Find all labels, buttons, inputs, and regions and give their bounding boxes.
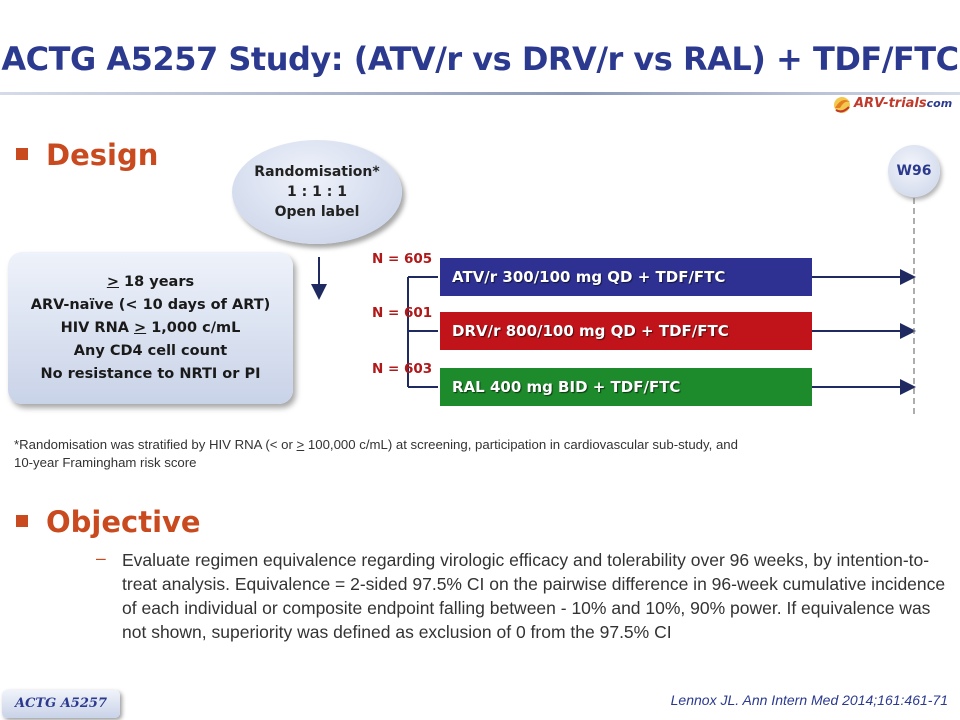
design-heading: Design xyxy=(16,138,158,172)
logo-text: ARV-trialscom xyxy=(854,96,953,111)
arm-box-drv: DRV/r 800/100 mg QD + TDF/FTC xyxy=(440,312,812,350)
study-tag: ACTG A5257 xyxy=(2,690,120,718)
eligibility-criteria-box: > 18 years ARV-naïve (< 10 days of ART) … xyxy=(8,252,293,404)
randomisation-oval: Randomisation* 1 : 1 : 1 Open label xyxy=(232,140,402,244)
arm-n-drv: N = 601 xyxy=(372,305,433,321)
criteria-cd4: Any CD4 cell count xyxy=(73,342,228,359)
criteria-arv-naive: ARV-naïve (< 10 days of ART) xyxy=(30,296,271,313)
randomisation-footnote: *Randomisation was stratified by HIV RNA… xyxy=(14,437,738,470)
criteria-resistance: No resistance to NRTI or PI xyxy=(40,365,261,382)
reference-citation: Lennox JL. Ann Intern Med 2014;161:461-7… xyxy=(670,692,948,708)
objective-dash: – xyxy=(96,548,106,568)
objective-heading: Objective xyxy=(16,505,201,539)
title-divider xyxy=(0,92,960,95)
randomisation-ratio: 1 : 1 : 1 xyxy=(287,184,347,200)
criteria-age: > 18 years xyxy=(106,273,195,290)
randomisation-design: Open label xyxy=(274,204,360,220)
arm-n-ral: N = 603 xyxy=(372,361,433,377)
arm-n-atv: N = 605 xyxy=(372,251,433,267)
criteria-hiv-rna: HIV RNA > 1,000 c/mL xyxy=(60,319,241,336)
randomisation-label: Randomisation* xyxy=(254,164,380,180)
slide-title: ACTG A5257 Study: (ATV/r vs DRV/r vs RAL… xyxy=(1,40,959,78)
arm-box-ral: RAL 400 mg BID + TDF/FTC xyxy=(440,368,812,406)
arv-trials-logo: ARV-trialscom xyxy=(832,93,953,117)
arm-box-atv: ATV/r 300/100 mg QD + TDF/FTC xyxy=(440,258,812,296)
w96-timepoint-circle: W96 xyxy=(888,145,940,197)
objective-text: Evaluate regimen equivalence regarding v… xyxy=(122,550,946,642)
square-bullet-icon xyxy=(16,515,28,527)
square-bullet-icon xyxy=(16,148,28,160)
logo-swirl-icon xyxy=(834,97,850,113)
